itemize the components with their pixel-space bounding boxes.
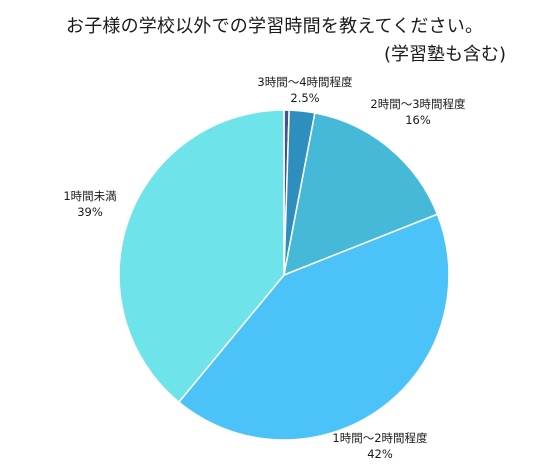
slice-percent-label: 42%	[367, 447, 393, 461]
pie-slice	[177, 213, 450, 441]
slice-label: 2時間〜3時間程度	[370, 97, 466, 111]
slice-label: 1時間〜2時間程度	[332, 431, 428, 445]
pie-slice	[118, 109, 285, 404]
slice-label: 1時間未満	[63, 189, 116, 203]
slice-percent-label: 2.5%	[290, 91, 319, 105]
slice-percent-label: 16%	[405, 113, 431, 127]
slice-percent-label: 39%	[77, 205, 103, 219]
pie-slice	[283, 112, 439, 277]
chart-title: お子様の学校以外での学習時間を教えてください。	[66, 16, 484, 37]
slice-label: 3時間〜4時間程度	[257, 75, 353, 89]
chart-subtitle: (学習塾も含む)	[383, 44, 506, 65]
